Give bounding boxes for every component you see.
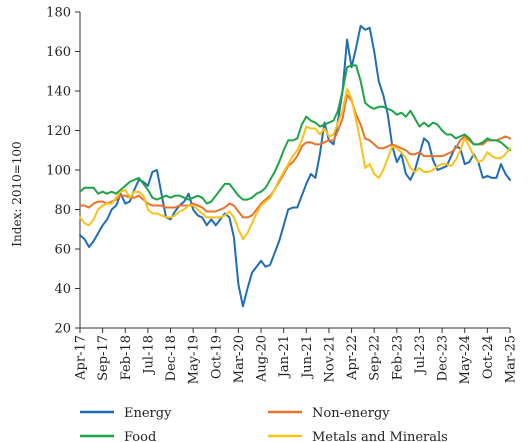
y-axis-ticks: 20 40 60 80 100 120 140 160 180 [46, 6, 80, 337]
x-tick-label: Sep-17 [96, 335, 111, 381]
y-tick-label: 60 [54, 243, 71, 258]
legend-label: Metals and Minerals [312, 430, 448, 442]
series-line-food [79, 64, 511, 205]
x-tick-label: Sep-22 [368, 335, 383, 381]
series-lines [79, 24, 511, 308]
x-axis-ticks: Apr-17 Sep-17 Feb-18 Jul-18 Dec-18 May-19 Oct-… [74, 328, 519, 384]
x-tick-label: Nov-21 [322, 335, 337, 382]
series-line-metals-and-minerals [79, 88, 511, 241]
x-tick-label: Jul-18 [141, 335, 156, 376]
legend-label: Non-energy [312, 406, 390, 421]
x-tick-label: May-19 [187, 335, 202, 384]
x-tick-label: Dec-18 [164, 335, 179, 381]
y-tick-label: 100 [46, 164, 71, 179]
legend-label: Energy [124, 406, 172, 421]
x-tick-label: Jul-23 [413, 335, 428, 376]
x-tick-label: Apr-17 [74, 335, 89, 381]
x-tick-label: May-24 [458, 335, 473, 384]
x-tick-label: Dec-23 [436, 335, 451, 381]
legend-label: Food [124, 430, 156, 442]
axes [79, 12, 510, 329]
y-tick-label: 40 [54, 282, 71, 297]
x-tick-label: Oct-19 [209, 335, 224, 379]
x-tick-label: Apr-22 [345, 335, 360, 381]
series-line-non-energy [79, 93, 511, 219]
y-tick-label: 180 [46, 6, 71, 21]
x-tick-label: Oct-24 [481, 335, 496, 379]
x-tick-label: Mar-25 [504, 335, 519, 383]
y-tick-label: 160 [46, 45, 71, 60]
y-tick-label: 120 [46, 124, 71, 139]
legend: Energy Non-energy Food Metals and Minerals [80, 406, 448, 442]
series-line-energy [79, 24, 511, 308]
x-tick-label: Feb-23 [390, 335, 405, 380]
x-tick-label: Aug-20 [255, 335, 270, 383]
y-tick-label: 140 [46, 85, 71, 100]
x-tick-label: Jan-21 [277, 335, 292, 379]
x-tick-label: Feb-18 [119, 335, 134, 380]
x-tick-label: Jun-21 [300, 335, 315, 380]
y-axis-label: Index: 2010=100 [10, 141, 24, 246]
y-tick-label: 80 [54, 203, 71, 218]
x-tick-label: Mar-20 [232, 335, 247, 383]
y-tick-label: 20 [54, 322, 71, 337]
